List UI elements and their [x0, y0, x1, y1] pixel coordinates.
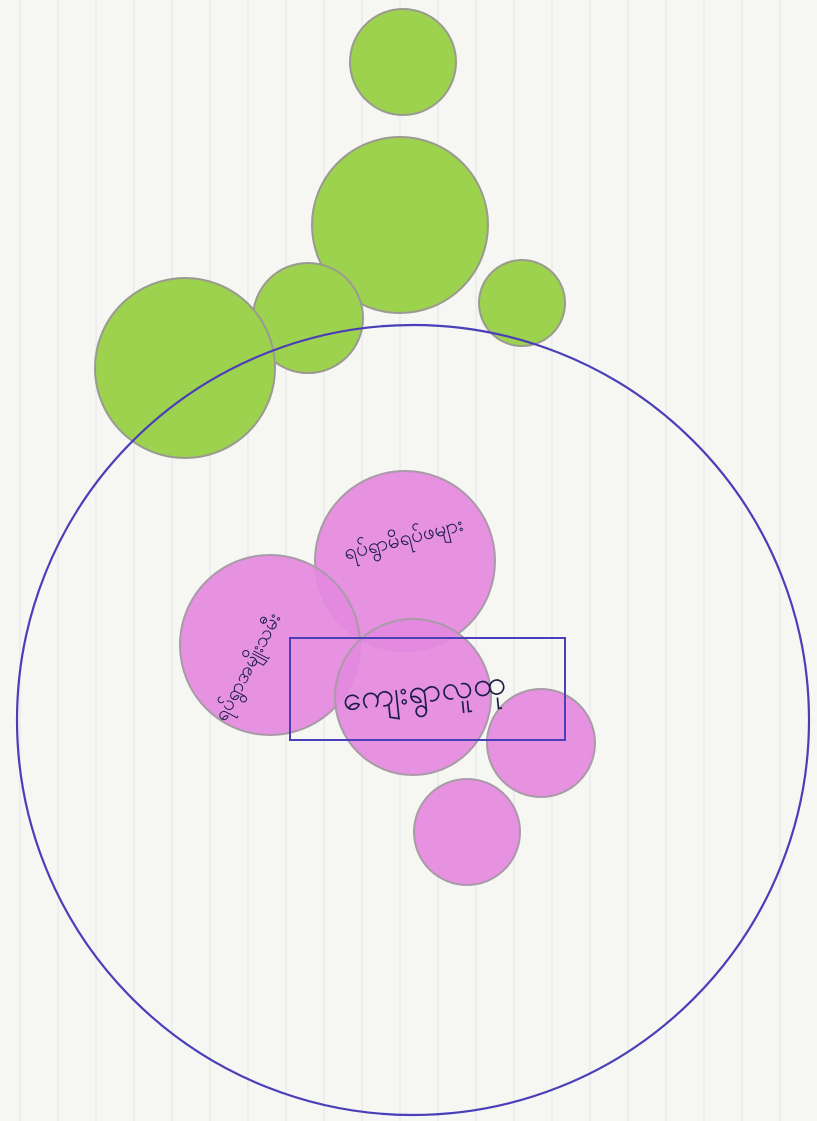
inner-circle-5 — [414, 779, 520, 885]
inner-circle-4 — [487, 689, 595, 797]
outer-circles — [95, 9, 565, 458]
outer-circle-1 — [350, 9, 456, 115]
outer-circle-5 — [95, 278, 275, 458]
